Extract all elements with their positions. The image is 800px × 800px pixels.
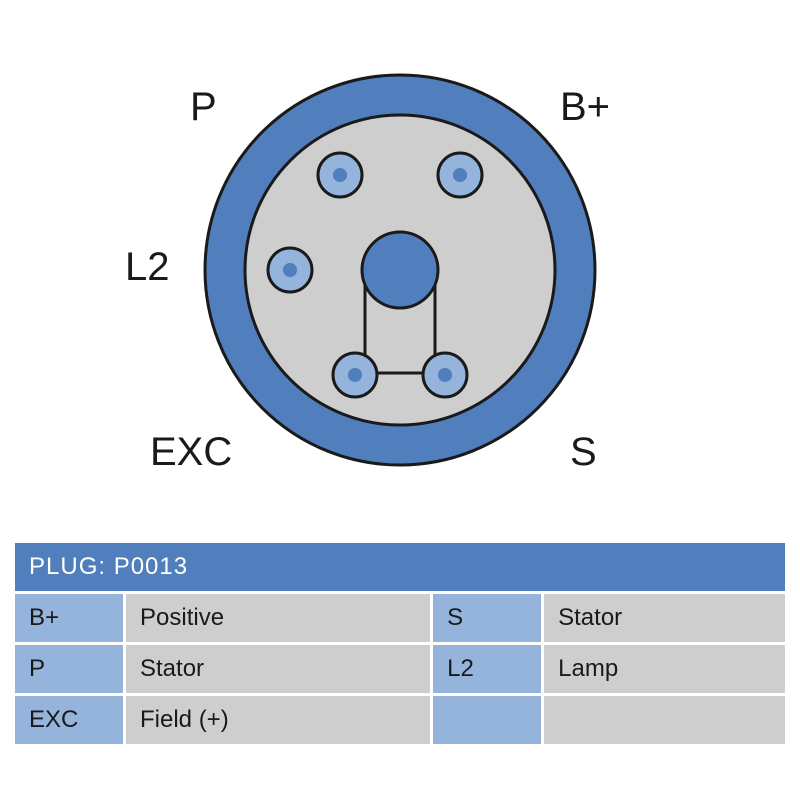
pin-code: L2	[432, 644, 543, 695]
page-container: PB+L2EXCS PLUG: P0013 B+PositiveSStatorP…	[0, 0, 800, 800]
pin-label-l2: L2	[125, 245, 170, 290]
connector-diagram: P B+ L2 EXC S	[0, 0, 800, 520]
pin-label-s: S	[570, 430, 597, 475]
pin-desc: Stator	[543, 593, 787, 644]
pin-label-bplus: B+	[560, 85, 610, 130]
pin-desc: Positive	[125, 593, 432, 644]
pin-desc: Stator	[125, 644, 432, 695]
pin-label-exc: EXC	[150, 430, 232, 475]
pin-code: P	[14, 644, 125, 695]
pin-desc	[543, 695, 787, 746]
table-header: PLUG: P0013	[14, 542, 787, 593]
table-row: B+PositiveSStator	[14, 593, 787, 644]
pinout-table-area: PLUG: P0013 B+PositiveSStatorPStatorL2La…	[12, 540, 788, 747]
pin-code: EXC	[14, 695, 125, 746]
table-row: PStatorL2Lamp	[14, 644, 787, 695]
pin-desc: Field (+)	[125, 695, 432, 746]
pin-code: B+	[14, 593, 125, 644]
table-row: EXCField (+)	[14, 695, 787, 746]
pin-code: S	[432, 593, 543, 644]
pin-label-p: P	[190, 85, 217, 130]
connector-svg	[0, 0, 800, 520]
pin-desc: Lamp	[543, 644, 787, 695]
pinout-table: PLUG: P0013 B+PositiveSStatorPStatorL2La…	[12, 540, 788, 747]
pin-code	[432, 695, 543, 746]
